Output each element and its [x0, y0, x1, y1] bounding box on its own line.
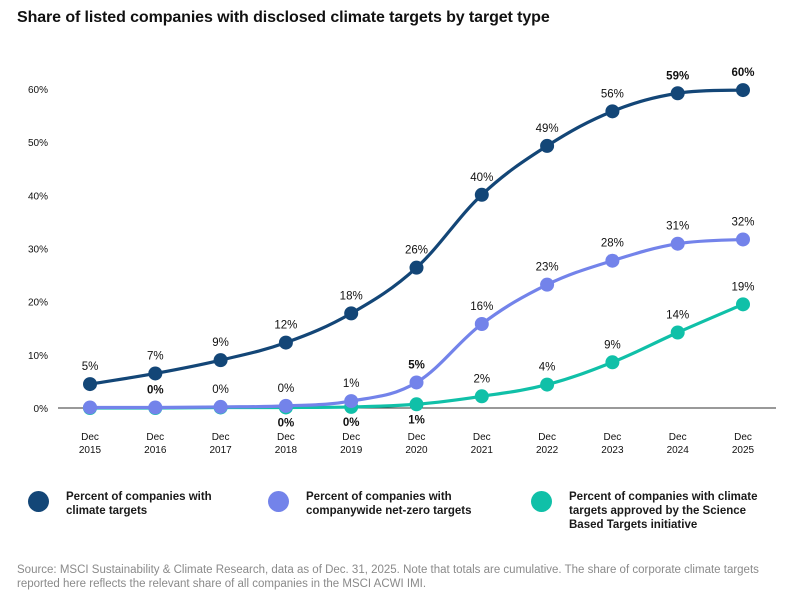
series-layer: 0% 0% 1% 2% 4% 9% 14% 19% 0% 0% 0% 1% 5% 16% 23% 28% 31%… — [82, 67, 755, 429]
data-point — [540, 377, 555, 392]
data-label: 5% — [408, 359, 425, 371]
x-tick-label: Dec 2023 — [601, 432, 624, 456]
data-label: 0% — [278, 417, 295, 429]
series-line — [88, 88, 745, 386]
data-label: 5% — [82, 361, 99, 373]
data-point — [409, 260, 424, 275]
data-point — [540, 277, 555, 292]
x-tick-label: Dec 2022 — [536, 432, 559, 456]
series-climate_targets: 5% 7% 9% 12% 18% 26% 40% 49% 56% 59% 60% — [82, 67, 755, 392]
data-point — [474, 187, 489, 202]
x-tick-label: Dec 2019 — [340, 432, 363, 456]
data-label: 32% — [731, 216, 754, 228]
x-tick-label: Dec 2015 — [79, 432, 102, 456]
data-point — [344, 306, 359, 321]
x-tick-label: Dec 2020 — [405, 432, 428, 456]
legend-marker-climate-targets — [28, 491, 49, 512]
data-point — [605, 104, 620, 119]
data-point — [213, 399, 228, 414]
data-point — [540, 138, 555, 153]
data-label: 14% — [666, 310, 689, 322]
data-label: 2% — [473, 373, 490, 385]
x-axis-tick-labels: Dec 2015 Dec 2016 Dec 2017 Dec 2018 Dec 2019 Dec 20… — [79, 432, 755, 456]
data-point — [213, 353, 228, 368]
y-tick-label: 60% — [28, 85, 48, 96]
data-label: 31% — [666, 221, 689, 233]
legend-label: Percent of companies with climate target… — [66, 491, 212, 517]
x-tick-label: Dec 2018 — [275, 432, 298, 456]
y-tick-label: 30% — [28, 245, 48, 256]
data-point — [670, 86, 685, 101]
data-point — [670, 236, 685, 251]
legend-label: Percent of companies with climate target… — [569, 491, 758, 531]
legend-marker-sbti — [531, 491, 552, 512]
data-label: 28% — [601, 238, 624, 250]
data-point — [605, 355, 620, 370]
data-label: 49% — [536, 123, 559, 135]
data-label: 9% — [212, 337, 229, 349]
data-label: 19% — [731, 281, 754, 293]
legend-item-net-zero: Percent of companies with companywide ne… — [268, 490, 472, 518]
data-point — [83, 400, 97, 415]
data-point — [148, 400, 163, 415]
data-label: 12% — [274, 320, 297, 332]
y-tick-label: 10% — [28, 351, 48, 362]
data-point — [83, 377, 97, 392]
data-label: 0% — [343, 417, 360, 429]
data-point — [670, 325, 685, 340]
data-label: 16% — [470, 301, 493, 313]
data-label: 56% — [601, 88, 624, 100]
data-label: 0% — [212, 384, 229, 396]
legend-marker-net-zero — [268, 491, 289, 512]
series-net_zero: 0% 0% 0% 1% 5% 16% 23% 28% 31% 32% — [83, 216, 755, 415]
x-tick-label: Dec 2017 — [209, 432, 232, 456]
data-point — [736, 83, 750, 98]
data-label: 4% — [539, 362, 556, 374]
legend: Percent of companies with climate target… — [0, 490, 791, 540]
x-tick-label: Dec 2021 — [471, 432, 494, 456]
y-tick-label: 0% — [34, 404, 49, 415]
x-tick-label: Dec 2025 — [732, 432, 755, 456]
data-label: 9% — [604, 339, 621, 351]
series-line — [88, 302, 745, 410]
data-label: 26% — [405, 245, 428, 257]
data-point — [409, 397, 424, 412]
data-label: 0% — [278, 383, 295, 395]
data-point — [605, 253, 620, 268]
legend-label: Percent of companies with companywide ne… — [306, 491, 472, 517]
data-point — [736, 297, 750, 312]
data-label: 18% — [340, 290, 363, 302]
y-axis-tick-labels: 0% 10% 20% 30% 40% 50% 60% — [28, 85, 48, 415]
x-tick-label: Dec 2024 — [667, 432, 690, 456]
data-point — [474, 389, 489, 404]
data-label: 0% — [147, 384, 164, 396]
data-point — [736, 232, 750, 247]
data-label: 23% — [536, 262, 559, 274]
y-tick-label: 20% — [28, 298, 48, 309]
y-tick-label: 50% — [28, 138, 48, 149]
legend-item-climate-targets: Percent of companies with climate target… — [28, 490, 212, 518]
data-label: 1% — [343, 378, 360, 390]
data-label: 40% — [470, 172, 493, 184]
data-point — [474, 316, 489, 331]
data-point — [278, 335, 293, 350]
data-point — [278, 398, 293, 413]
data-label: 1% — [408, 414, 425, 426]
data-label: 7% — [147, 350, 164, 362]
legend-item-sbti: Percent of companies with climate target… — [531, 490, 758, 532]
data-point — [148, 366, 163, 381]
y-tick-label: 40% — [28, 191, 48, 202]
data-label: 59% — [666, 70, 689, 82]
source-note: Source: MSCI Sustainability & Climate Re… — [17, 564, 759, 590]
x-tick-label: Dec 2016 — [144, 432, 167, 456]
chart-title: Share of listed companies with disclosed… — [17, 9, 550, 26]
data-point — [344, 394, 359, 409]
data-point — [409, 375, 424, 390]
data-label: 60% — [731, 67, 754, 79]
